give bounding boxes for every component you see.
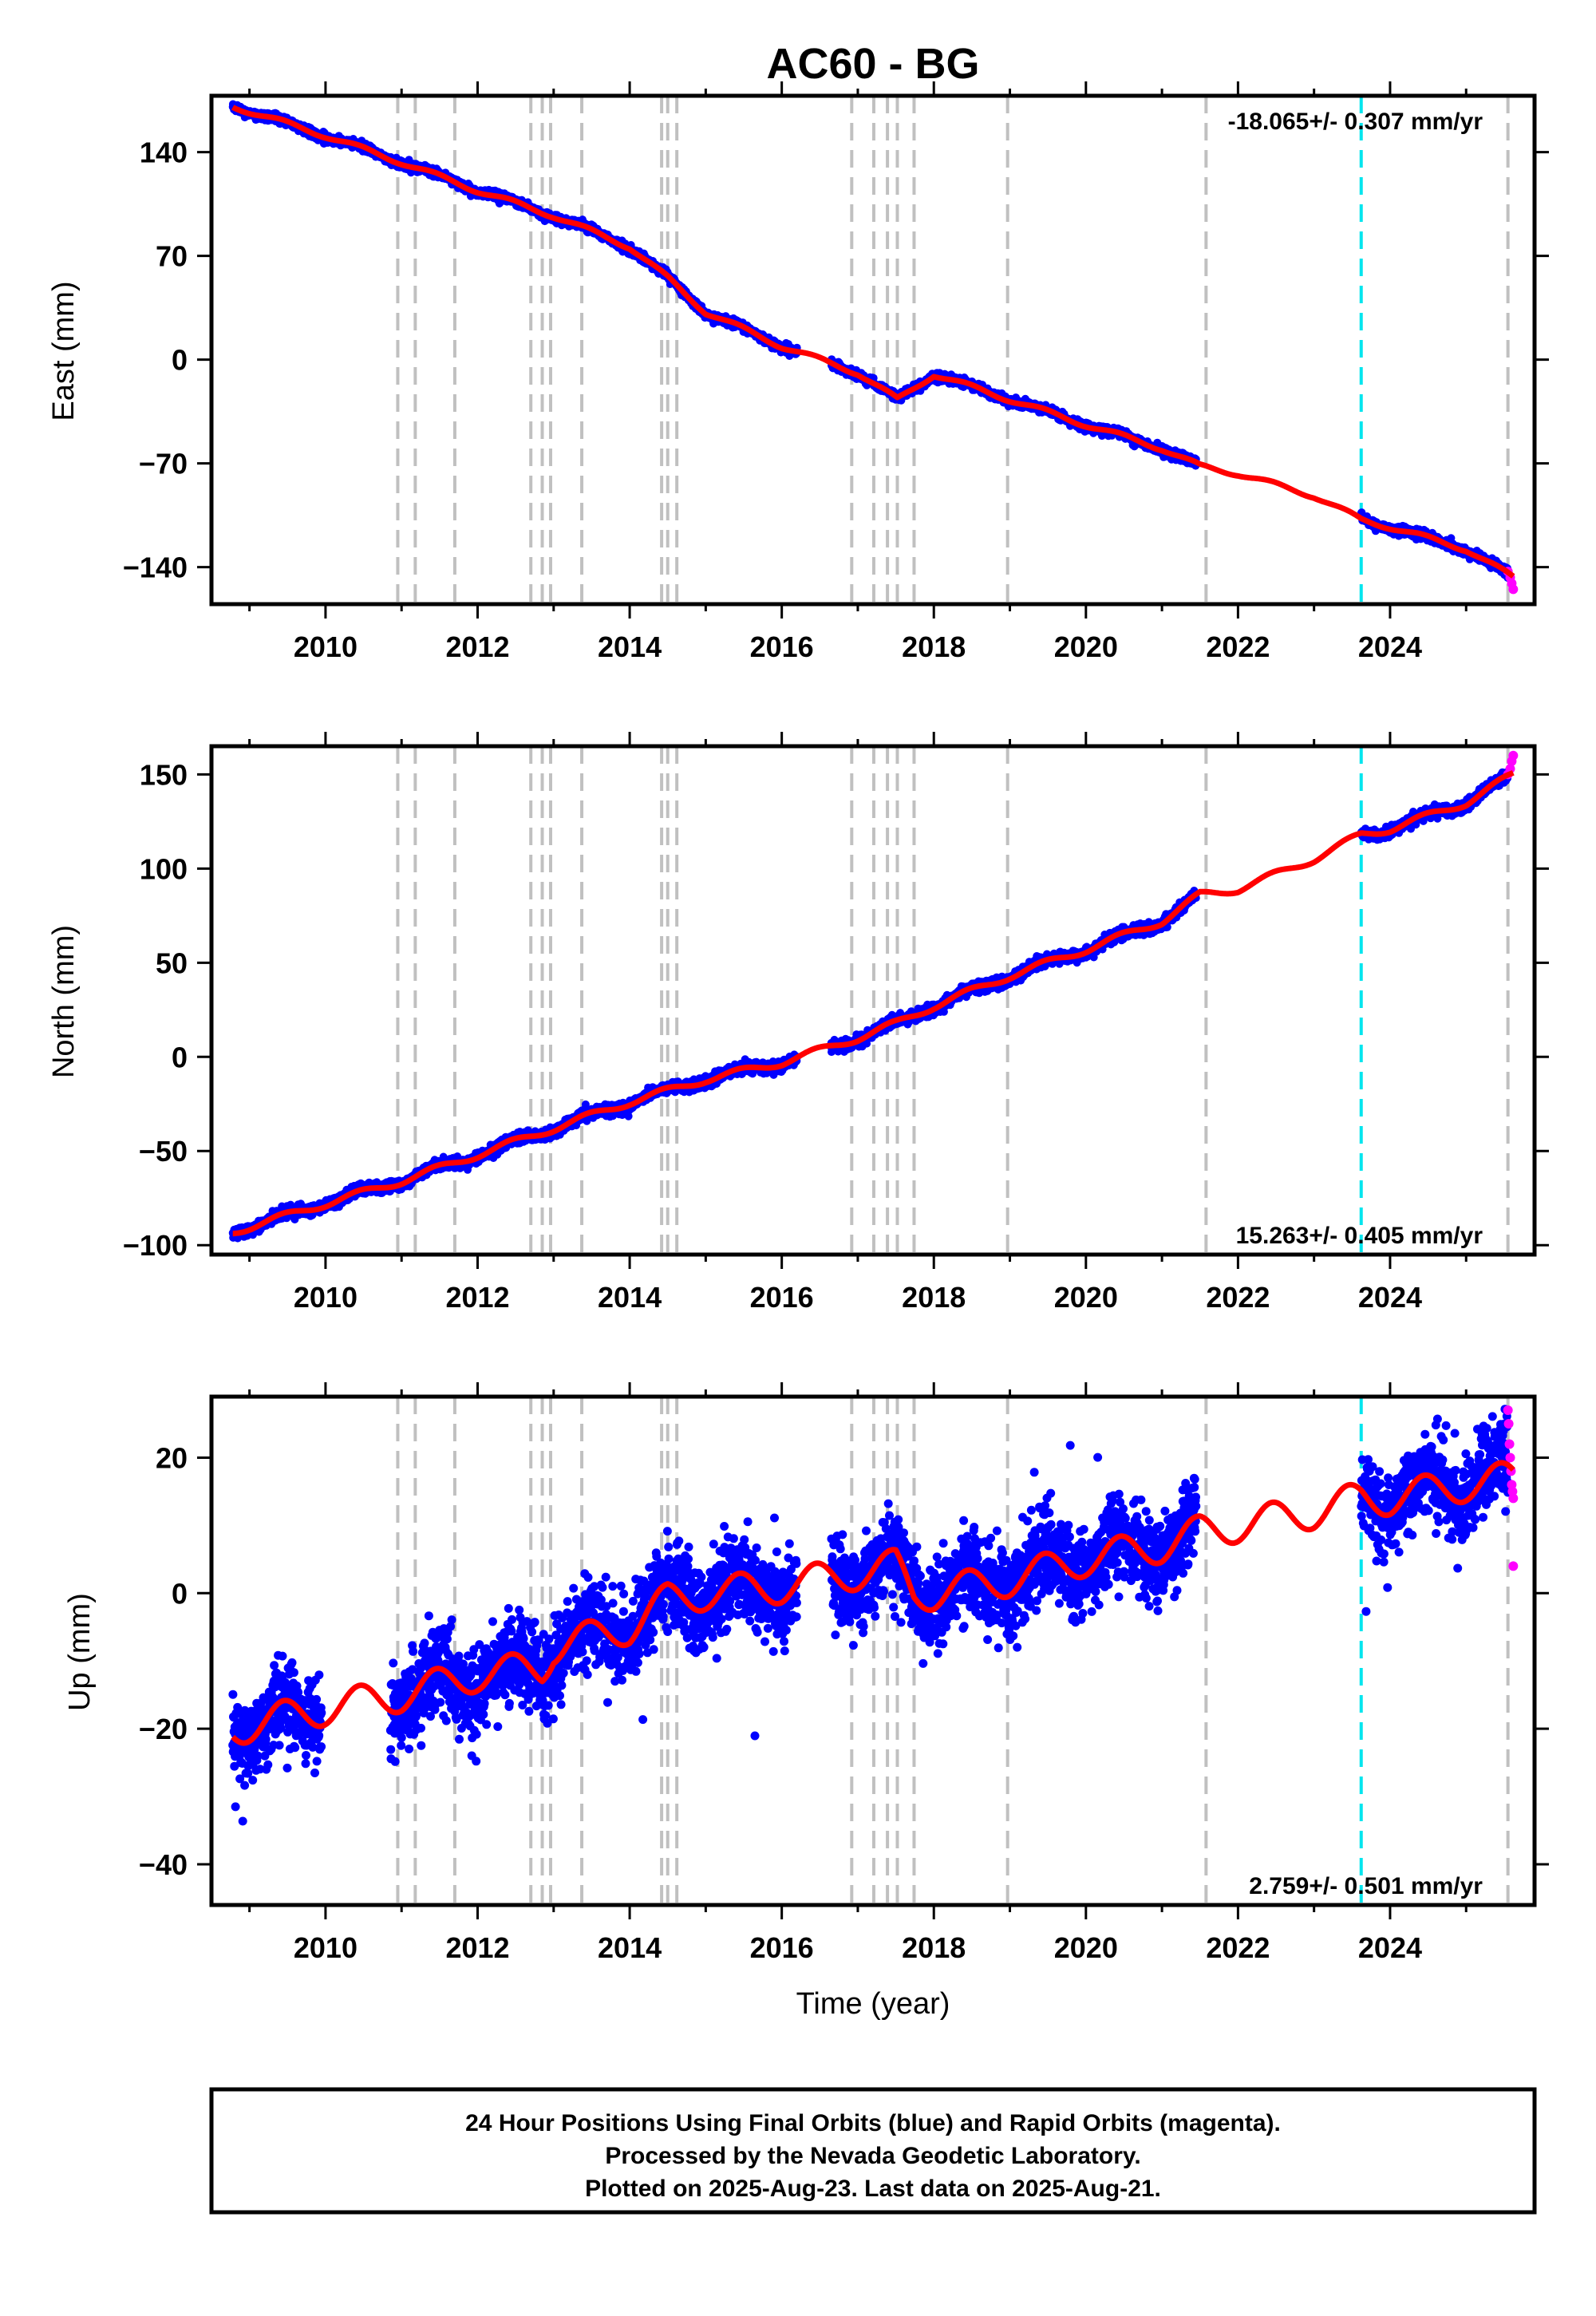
x-tick-label: 2012 (445, 1281, 509, 1314)
rapid-point (1504, 1439, 1515, 1449)
y-tick-label: 0 (172, 1041, 188, 1073)
x-tick-label: 2014 (598, 1281, 662, 1314)
x-tick-label: 2012 (445, 1931, 509, 1964)
y-tick-label: −100 (123, 1229, 188, 1262)
up-panel: 2010 2012 2014 2016 2018 2020 2022 2024 −40 −20 0 2… (63, 1382, 1549, 2021)
velocity-label: 15.263+/- 0.405 mm/yr (1236, 1223, 1483, 1249)
x-axis-label: Time (year) (796, 1987, 950, 2021)
y-tick-label: 0 (172, 1577, 188, 1610)
chart-title: AC60 - BG (766, 40, 979, 88)
x-tick-label: 2012 (445, 630, 509, 663)
x-tick-label: 2010 (294, 630, 358, 663)
x-tick-label: 2020 (1054, 1281, 1118, 1314)
y-axis-label: Up (mm) (63, 1593, 97, 1711)
x-tick-label: 2014 (598, 1931, 662, 1964)
x-tick-label: 2016 (750, 1931, 814, 1964)
y-tick-label: 70 (156, 240, 188, 273)
y-tick-label: 20 (156, 1441, 188, 1474)
velocity-label: -18.065+/- 0.307 mm/yr (1228, 109, 1483, 135)
x-tick-label: 2022 (1206, 630, 1270, 663)
east-panel: 2010 2012 2014 2016 2018 2020 2022 2024 −140 −70 0… (47, 81, 1549, 663)
y-tick-label: 100 (140, 852, 188, 885)
rapid-point (1503, 1418, 1514, 1429)
rapid-point (1505, 764, 1515, 774)
y-tick-label: 0 (172, 344, 188, 377)
y-axis-label: North (mm) (47, 925, 81, 1078)
x-tick-label: 2024 (1358, 1281, 1422, 1314)
x-tick-label: 2018 (902, 630, 966, 663)
rapid-point (1508, 1493, 1519, 1504)
rapid-point (1508, 584, 1519, 595)
y-tick-label: −70 (139, 448, 188, 480)
y-tick-label: 140 (140, 136, 188, 169)
rapid-point (1508, 1561, 1519, 1571)
x-tick-label: 2016 (750, 630, 814, 663)
footer-line-1: 24 Hour Positions Using Final Orbits (bl… (465, 2110, 1281, 2136)
x-tick-label: 2024 (1358, 630, 1422, 663)
rapid-point (1503, 1405, 1513, 1415)
rapid-point (1508, 750, 1519, 761)
y-tick-label: −40 (139, 1848, 188, 1881)
x-tick-label: 2018 (902, 1931, 966, 1964)
final-orbit-points (228, 1405, 1513, 1826)
x-tick-label: 2018 (902, 1281, 966, 1314)
x-tick-label: 2022 (1206, 1931, 1270, 1964)
y-tick-label: −20 (139, 1713, 188, 1745)
x-tick-label: 2024 (1358, 1931, 1422, 1964)
x-tick-label: 2016 (750, 1281, 814, 1314)
x-tick-label: 2022 (1206, 1281, 1270, 1314)
north-panel: 2010 2012 2014 2016 2018 2020 2022 2024 −100 −50 0… (47, 732, 1549, 1314)
y-axis-label: East (mm) (47, 281, 81, 421)
x-tick-label: 2020 (1054, 630, 1118, 663)
model-curve (231, 1460, 1515, 1746)
footer-line-2: Processed by the Nevada Geodetic Laborat… (605, 2143, 1140, 2169)
final-orbit-points (228, 100, 1512, 582)
x-tick-label: 2020 (1054, 1931, 1118, 1964)
x-tick-label: 2010 (294, 1931, 358, 1964)
footer-line-3: Plotted on 2025-Aug-23. Last data on 202… (585, 2176, 1161, 2202)
y-tick-label: 50 (156, 947, 188, 979)
y-tick-label: −50 (139, 1135, 188, 1168)
model-curve (231, 105, 1515, 579)
rapid-point (1505, 1452, 1515, 1463)
velocity-label: 2.759+/- 0.501 mm/yr (1249, 1873, 1483, 1899)
plot-frame (209, 1394, 1537, 1907)
y-tick-label: −140 (123, 551, 188, 584)
plot-frame (209, 744, 1537, 1257)
footer-box: 24 Hour Positions Using Final Orbits (bl… (209, 2087, 1537, 2215)
plot-frame (209, 93, 1537, 607)
model-curve (231, 770, 1515, 1237)
y-tick-label: 150 (140, 758, 188, 791)
x-tick-label: 2014 (598, 630, 662, 663)
x-tick-label: 2010 (294, 1281, 358, 1314)
